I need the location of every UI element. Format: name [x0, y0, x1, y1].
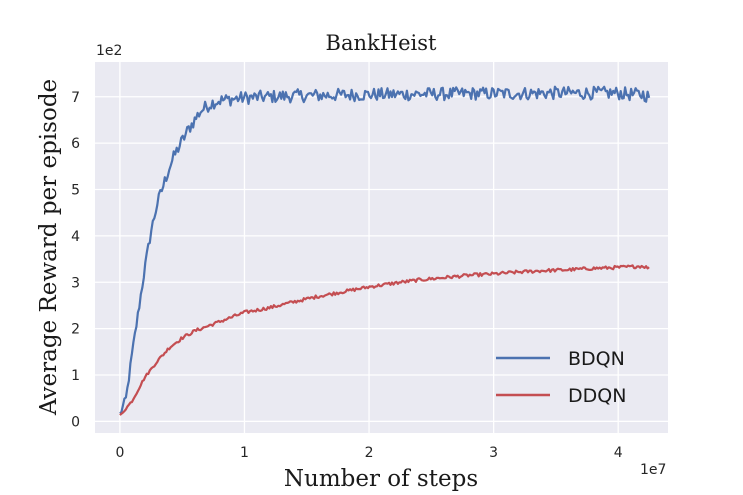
plot-area [95, 62, 668, 433]
legend: BDQN DDQN [496, 348, 626, 407]
y-axis-ticks: 0 1 2 3 4 5 6 7 [71, 90, 80, 431]
x-tick-label: 3 [489, 445, 498, 461]
y-axis-multiplier: 1e2 [96, 43, 122, 59]
y-tick-label: 5 [71, 183, 80, 199]
x-tick-label: 4 [614, 445, 623, 461]
x-axis-label: Number of steps [284, 466, 478, 492]
x-tick-label: 1 [240, 445, 249, 461]
x-axis-multiplier: 1e7 [640, 462, 666, 478]
y-tick-label: 7 [71, 90, 80, 106]
legend-label-bdqn: BDQN [568, 348, 625, 370]
x-tick-label: 0 [115, 445, 124, 461]
chart-title: BankHeist [326, 31, 437, 55]
y-tick-label: 1 [71, 368, 80, 384]
series-layer [119, 85, 651, 416]
series-line-ddqn [119, 264, 650, 416]
x-tick-label: 2 [365, 445, 374, 461]
grid-lines [95, 62, 668, 433]
y-tick-label: 6 [71, 136, 80, 152]
y-tick-label: 4 [71, 229, 80, 245]
y-tick-label: 0 [71, 414, 80, 430]
series-line-bdqn [119, 85, 651, 415]
x-axis-ticks: 0 1 2 3 4 [115, 445, 622, 461]
y-axis-label: Average Reward per episode [36, 79, 62, 416]
legend-label-ddqn: DDQN [568, 385, 626, 407]
y-tick-label: 2 [71, 322, 80, 338]
y-tick-label: 3 [71, 275, 80, 291]
